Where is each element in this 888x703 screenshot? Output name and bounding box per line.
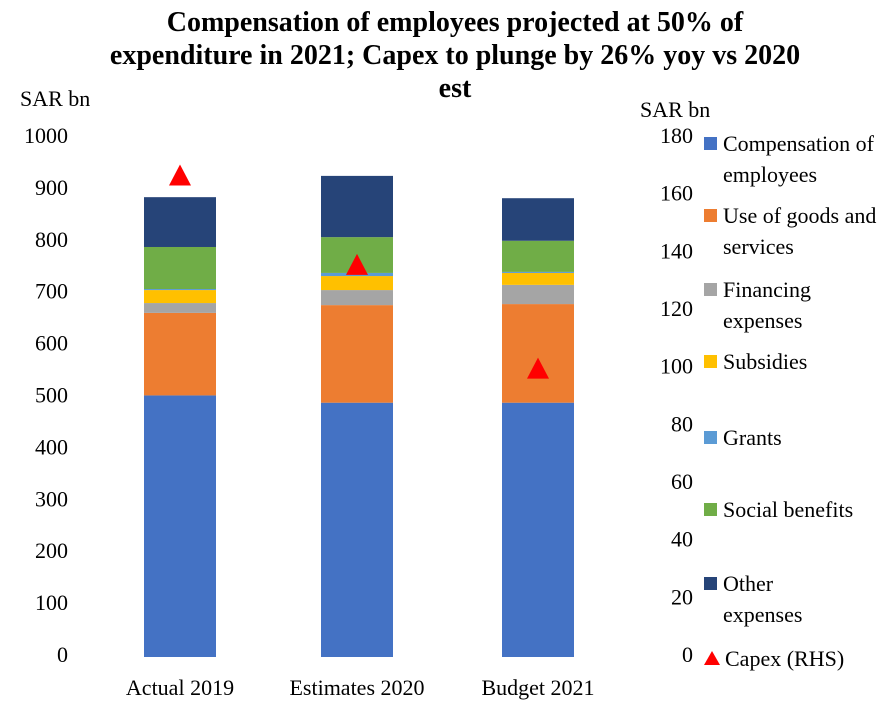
y-tick-label: 600 xyxy=(35,331,68,356)
y-tick-label: 800 xyxy=(35,227,68,252)
legend-label: Financing expenses xyxy=(723,277,811,333)
bar-segment xyxy=(502,240,574,272)
legend-marker xyxy=(704,503,717,516)
capex-marker xyxy=(527,357,549,379)
x-tick-label: Actual 2019 xyxy=(126,675,234,700)
legend-item: Subsidies xyxy=(704,346,888,377)
y2-tick-label: 40 xyxy=(671,527,693,552)
bar-segment xyxy=(502,304,574,403)
y-tick-label: 0 xyxy=(57,642,68,667)
y2-tick-label: 80 xyxy=(671,411,693,436)
x-tick-label: Budget 2021 xyxy=(481,675,594,700)
legend-label: Subsidies xyxy=(723,349,808,374)
bar-segment xyxy=(321,276,393,291)
y2-tick-label: 120 xyxy=(660,296,693,321)
y-tick-label: 1000 xyxy=(24,123,68,148)
legend-marker xyxy=(704,651,720,665)
legend-marker xyxy=(704,137,717,150)
y-axis-label: SAR bn xyxy=(20,86,90,111)
legend-item: Other expenses xyxy=(704,568,833,630)
bar-segment xyxy=(144,289,216,291)
y2-tick-label: 60 xyxy=(671,469,693,494)
legend-label: Other expenses xyxy=(723,571,803,627)
y2-tick-label: 160 xyxy=(660,181,693,206)
legend-marker xyxy=(704,355,717,368)
capex-marker xyxy=(346,253,368,275)
bar-segment xyxy=(144,312,216,396)
y2-tick-label: 100 xyxy=(660,354,693,379)
legend-label: Compensation of employees xyxy=(723,131,874,187)
bar-segment xyxy=(321,175,393,238)
bar-segment xyxy=(321,290,393,306)
bar-segment xyxy=(144,303,216,313)
legend-item: Grants xyxy=(704,422,888,453)
y-tick-label: 400 xyxy=(35,434,68,459)
y-tick-label: 100 xyxy=(35,590,68,615)
y2-tick-label: 140 xyxy=(660,238,693,263)
y2-tick-label: 180 xyxy=(660,123,693,148)
y-tick-label: 300 xyxy=(35,486,68,511)
y-tick-label: 200 xyxy=(35,538,68,563)
bar-segment xyxy=(502,284,574,305)
legend-item: Financing expenses xyxy=(704,274,888,336)
bar-segment xyxy=(502,271,574,273)
y-tick-label: 700 xyxy=(35,279,68,304)
legend-item: Compensation of employees xyxy=(704,128,888,190)
y2-tick-label: 0 xyxy=(682,642,693,667)
legend-label: Capex (RHS) xyxy=(725,646,845,671)
bar-segment xyxy=(502,272,574,285)
legend-item: Capex (RHS) xyxy=(704,643,888,674)
legend-label: Use of goods and services xyxy=(723,203,877,259)
y2-axis-label: SAR bn xyxy=(640,97,710,122)
bar-segment xyxy=(144,395,216,657)
legend-marker xyxy=(704,577,717,590)
legend-marker xyxy=(704,209,717,222)
legend-label: Social benefits xyxy=(723,497,854,522)
y-tick-label: 900 xyxy=(35,175,68,200)
y-tick-label: 500 xyxy=(35,383,68,408)
bar-segment xyxy=(502,198,574,241)
x-tick-label: Estimates 2020 xyxy=(289,675,424,700)
bar-segment xyxy=(321,402,393,657)
chart-title: Compensation of employees projected at 5… xyxy=(109,7,801,104)
bar-segment xyxy=(144,246,216,290)
bar-segment xyxy=(144,290,216,304)
bar-segment xyxy=(144,197,216,247)
legend-item: Use of goods and services xyxy=(704,200,888,262)
legend-marker xyxy=(704,431,717,444)
legend-label: Grants xyxy=(723,425,782,450)
legend-item: Social benefits xyxy=(704,494,888,525)
bar-segment xyxy=(502,402,574,657)
legend-marker xyxy=(704,283,717,296)
y2-tick-label: 20 xyxy=(671,584,693,609)
capex-marker xyxy=(169,164,191,186)
bar-segment xyxy=(321,305,393,403)
